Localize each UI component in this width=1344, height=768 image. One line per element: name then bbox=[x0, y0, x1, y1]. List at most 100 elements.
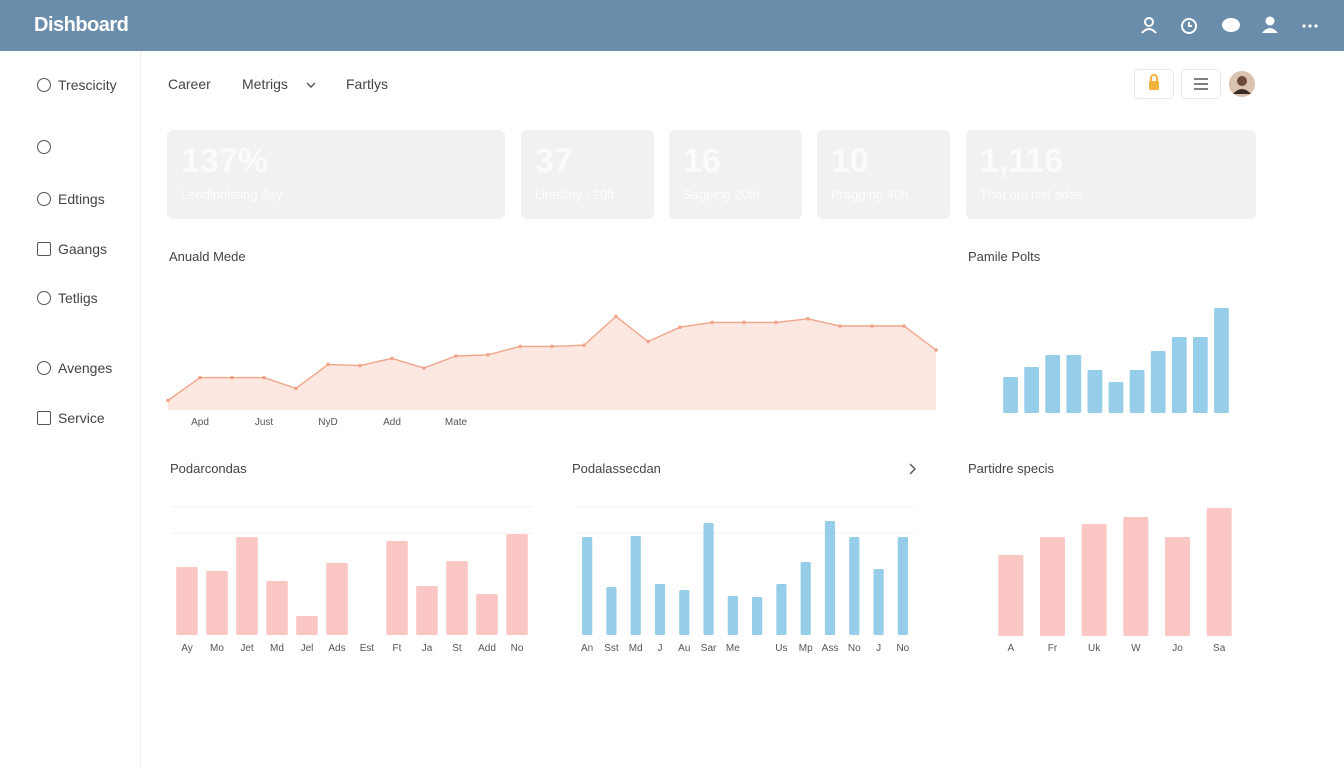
chart-title: Podalassecdan bbox=[572, 461, 661, 476]
stat-label: That out isel adss bbox=[980, 187, 1082, 202]
x-tick-label: No bbox=[511, 643, 524, 654]
point bbox=[550, 344, 554, 349]
bar bbox=[897, 537, 908, 635]
x-tick-label: Add bbox=[383, 417, 401, 428]
point bbox=[262, 375, 266, 380]
x-tick-label: Sa bbox=[1213, 643, 1226, 654]
x-tick-label: NyD bbox=[318, 417, 337, 428]
more-dot[interactable] bbox=[1302, 24, 1306, 28]
stat-card: 37 Limsliny : 20lt bbox=[521, 130, 654, 219]
sidebar-item[interactable]: Edtings bbox=[58, 191, 105, 207]
bar bbox=[1192, 337, 1208, 413]
bar bbox=[849, 537, 860, 635]
point bbox=[742, 320, 746, 325]
dropdown-chevron[interactable] bbox=[305, 80, 317, 90]
x-tick-label: Add bbox=[478, 643, 496, 654]
bar bbox=[606, 587, 617, 635]
bar bbox=[206, 571, 228, 635]
point bbox=[454, 354, 458, 358]
header: Dishboard bbox=[0, 0, 1344, 51]
more-dot bbox=[1314, 24, 1318, 28]
bar bbox=[679, 590, 690, 635]
nav-item[interactable]: Metrigs bbox=[242, 76, 288, 92]
clock-hands bbox=[1188, 22, 1192, 27]
bar bbox=[752, 597, 763, 635]
point bbox=[774, 320, 778, 325]
x-tick-label: Mo bbox=[210, 643, 224, 654]
bar bbox=[873, 569, 884, 635]
point bbox=[198, 375, 202, 380]
more-dot bbox=[1308, 24, 1312, 28]
chat-icon[interactable] bbox=[1222, 18, 1240, 32]
x-tick-label: Mate bbox=[445, 417, 468, 428]
bar bbox=[1024, 367, 1040, 413]
area bbox=[168, 316, 936, 410]
point bbox=[390, 356, 394, 361]
bar bbox=[506, 534, 528, 635]
sidebar-item[interactable]: Tetligs bbox=[58, 290, 98, 306]
bar bbox=[1150, 351, 1166, 413]
x-tick-label: Md bbox=[270, 643, 284, 654]
point bbox=[870, 324, 874, 328]
x-tick-label: Jet bbox=[240, 643, 254, 654]
point bbox=[838, 324, 842, 328]
bar bbox=[386, 541, 408, 635]
stat-value: 1,116 bbox=[980, 142, 1064, 180]
bar bbox=[176, 567, 198, 635]
stat-value: 10 bbox=[831, 142, 869, 180]
bar bbox=[1165, 537, 1190, 636]
bar bbox=[1087, 370, 1103, 413]
user-icon[interactable] bbox=[1144, 17, 1154, 27]
chart-title: Anuald Mede bbox=[169, 249, 246, 264]
point bbox=[678, 325, 682, 330]
sidebar-icon[interactable] bbox=[37, 140, 51, 154]
bar bbox=[654, 584, 666, 635]
point bbox=[710, 320, 714, 325]
x-tick-label: No bbox=[896, 643, 909, 654]
sidebar-icon bbox=[37, 78, 51, 92]
sidebar-item[interactable]: Gaangs bbox=[58, 241, 108, 257]
sidebar-item[interactable]: Trescicity bbox=[58, 77, 117, 93]
point bbox=[358, 363, 362, 368]
stat-card: 137% Lendinolsting 3ay bbox=[167, 130, 505, 219]
stat-value: 137% bbox=[181, 142, 268, 180]
bar bbox=[800, 562, 811, 635]
avatar[interactable] bbox=[1228, 70, 1256, 98]
profile-icon[interactable] bbox=[1265, 16, 1275, 26]
next-chevron[interactable] bbox=[909, 463, 916, 475]
point bbox=[646, 339, 650, 344]
bar bbox=[776, 584, 787, 635]
sidebar-item[interactable]: Avenges bbox=[58, 360, 113, 376]
lock-button[interactable] bbox=[1134, 69, 1174, 99]
x-tick-label: An bbox=[581, 643, 593, 654]
bar bbox=[727, 596, 738, 635]
point bbox=[230, 375, 234, 380]
clock-icon[interactable] bbox=[1181, 18, 1197, 34]
stat-card: 16 Sagping 20th bbox=[669, 130, 802, 219]
nav-item[interactable]: Career bbox=[168, 76, 211, 92]
bar bbox=[416, 586, 438, 635]
stat-value: 16 bbox=[683, 142, 721, 180]
sidebar-icon bbox=[37, 411, 51, 425]
point bbox=[902, 324, 906, 328]
chart-title: Pamile Polts bbox=[968, 249, 1041, 264]
sidebar-item[interactable]: Service bbox=[58, 410, 105, 426]
chart-title: Podarcondas bbox=[170, 461, 247, 476]
point bbox=[518, 344, 522, 349]
nav-item[interactable]: Fartlys bbox=[346, 76, 388, 92]
sidebar-icon bbox=[37, 242, 51, 256]
stat-card: 1,116 That out isel adss bbox=[966, 130, 1256, 219]
x-tick-label: Fr bbox=[1048, 643, 1058, 654]
bar bbox=[446, 561, 468, 635]
x-tick-label: J bbox=[658, 643, 663, 654]
bar bbox=[1081, 524, 1107, 636]
stat-label: Pragging 40h bbox=[831, 187, 909, 202]
bar bbox=[582, 537, 593, 635]
stat-card: 10 Pragging 40h bbox=[817, 130, 950, 219]
list-button[interactable] bbox=[1181, 69, 1221, 99]
stat-value: 37 bbox=[535, 142, 573, 180]
sidebar-icon bbox=[37, 361, 51, 375]
header-icons bbox=[1141, 16, 1318, 34]
